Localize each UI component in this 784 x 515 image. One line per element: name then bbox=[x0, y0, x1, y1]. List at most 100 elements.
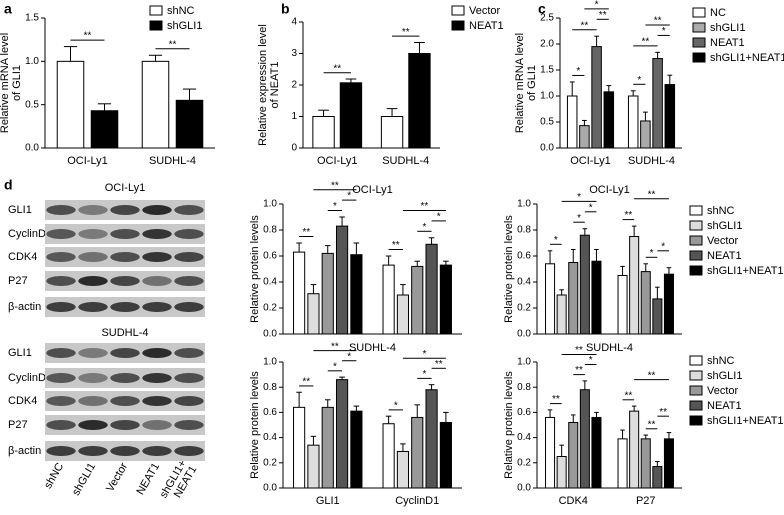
y-tick-label: 0.8 bbox=[517, 225, 531, 236]
y-tick-label: 1.0 bbox=[540, 91, 554, 102]
blot-band bbox=[142, 348, 172, 358]
blot-band bbox=[174, 446, 204, 456]
blot-band bbox=[46, 205, 76, 215]
error-bar bbox=[400, 284, 406, 295]
blot-band bbox=[110, 420, 140, 430]
bar bbox=[312, 116, 335, 149]
legend-label: shGLI1+NEAT1 bbox=[707, 415, 784, 427]
error-bar bbox=[353, 405, 360, 412]
blot-band bbox=[78, 302, 108, 312]
bar bbox=[350, 254, 363, 335]
bar bbox=[579, 125, 590, 149]
blot-band bbox=[46, 446, 76, 456]
significance-label: * bbox=[577, 213, 581, 224]
lane-label-line: shGLI1 bbox=[70, 461, 98, 498]
blot-row-label: P27 bbox=[8, 275, 28, 287]
blot-band bbox=[110, 205, 140, 215]
error-bar bbox=[414, 260, 421, 267]
blot-band bbox=[78, 420, 108, 430]
error-bar bbox=[443, 411, 449, 423]
bar bbox=[335, 225, 349, 335]
legend-swatch bbox=[689, 400, 703, 411]
blot-band bbox=[46, 420, 76, 430]
error-bar bbox=[569, 81, 575, 96]
significance-label: * bbox=[394, 401, 398, 412]
legend-swatch bbox=[689, 265, 703, 276]
y-tick-label: 0.0 bbox=[25, 143, 39, 154]
blot-row-label: GLI1 bbox=[8, 204, 32, 216]
bar bbox=[556, 456, 567, 489]
y-axis-label: of NEAT1 bbox=[269, 62, 281, 109]
x-tick-label: P27 bbox=[636, 495, 656, 507]
legend-swatch bbox=[451, 5, 465, 16]
significance-label: ** bbox=[599, 10, 607, 21]
panel-label: b bbox=[281, 1, 290, 17]
legend-swatch bbox=[689, 205, 703, 216]
legend-label: shNC bbox=[167, 5, 195, 17]
lane-label: Vector bbox=[104, 461, 130, 494]
blot-band bbox=[110, 446, 140, 456]
bar bbox=[640, 271, 651, 335]
y-axis-label: of GLI1 bbox=[11, 65, 23, 101]
significance-label: * bbox=[589, 202, 593, 213]
blot-band bbox=[142, 420, 172, 430]
blot-band bbox=[110, 373, 140, 383]
bar bbox=[339, 82, 363, 149]
legend-swatch bbox=[451, 20, 465, 31]
y-tick-label: 3 bbox=[291, 48, 297, 59]
blot-row-label: CyclinD1 bbox=[8, 228, 52, 240]
y-tick-label: 0.0 bbox=[517, 483, 531, 494]
significance-label: * bbox=[589, 355, 593, 366]
blot-band bbox=[174, 373, 204, 383]
error-bar bbox=[310, 435, 317, 446]
bar bbox=[579, 234, 590, 335]
bar bbox=[545, 416, 556, 489]
bar bbox=[425, 243, 438, 335]
y-tick-label: 0.2 bbox=[263, 303, 277, 314]
y-axis-label: Relative protein levels bbox=[249, 371, 261, 479]
bar bbox=[617, 275, 628, 335]
y-tick-label: 0.0 bbox=[517, 329, 531, 340]
error-bar bbox=[400, 443, 406, 452]
y-tick-label: 4 bbox=[291, 17, 297, 28]
error-bar bbox=[631, 225, 637, 237]
bar bbox=[629, 236, 640, 335]
significance-label: ** bbox=[333, 63, 341, 74]
bar bbox=[652, 58, 663, 149]
legend-label: shNC bbox=[707, 205, 735, 217]
bar bbox=[591, 416, 602, 489]
blot-row-label: GLI1 bbox=[8, 347, 32, 359]
error-bar bbox=[643, 111, 648, 121]
blot-band bbox=[46, 252, 76, 262]
bar bbox=[411, 416, 424, 489]
y-tick-label: 0 bbox=[291, 143, 297, 154]
bar bbox=[640, 438, 651, 489]
significance-label: * bbox=[577, 192, 581, 203]
significance-label: ** bbox=[421, 201, 429, 212]
y-tick-label: 1 bbox=[291, 111, 297, 122]
legend-swatch bbox=[689, 220, 703, 231]
y-tick-label: 0.5 bbox=[25, 99, 39, 110]
significance-label: * bbox=[662, 26, 666, 37]
error-bar bbox=[414, 404, 421, 418]
bar bbox=[566, 95, 578, 149]
legend-swatch bbox=[692, 7, 706, 18]
blot-band bbox=[78, 446, 108, 456]
significance-label: * bbox=[437, 212, 441, 223]
y-tick-label: 1.0 bbox=[517, 199, 531, 210]
error-bar bbox=[570, 249, 576, 263]
y-axis-label: Relative protein levels bbox=[503, 215, 515, 323]
blot-band bbox=[110, 302, 140, 312]
significance-label: ** bbox=[392, 240, 400, 251]
bar bbox=[380, 116, 404, 149]
significance-label: * bbox=[661, 241, 665, 252]
lane-label: NEAT1 bbox=[134, 461, 162, 497]
error-bar bbox=[582, 228, 588, 236]
bar bbox=[56, 60, 85, 149]
blot-band bbox=[110, 252, 140, 262]
blot-row-label: β-actin bbox=[8, 445, 41, 457]
blot-band bbox=[174, 229, 204, 239]
significance-label: ** bbox=[654, 16, 662, 27]
y-tick-label: 0.6 bbox=[263, 251, 277, 262]
